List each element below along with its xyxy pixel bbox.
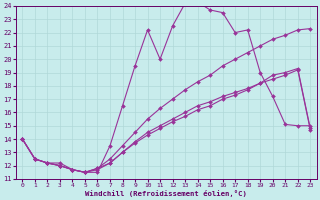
X-axis label: Windchill (Refroidissement éolien,°C): Windchill (Refroidissement éolien,°C): [85, 190, 247, 197]
